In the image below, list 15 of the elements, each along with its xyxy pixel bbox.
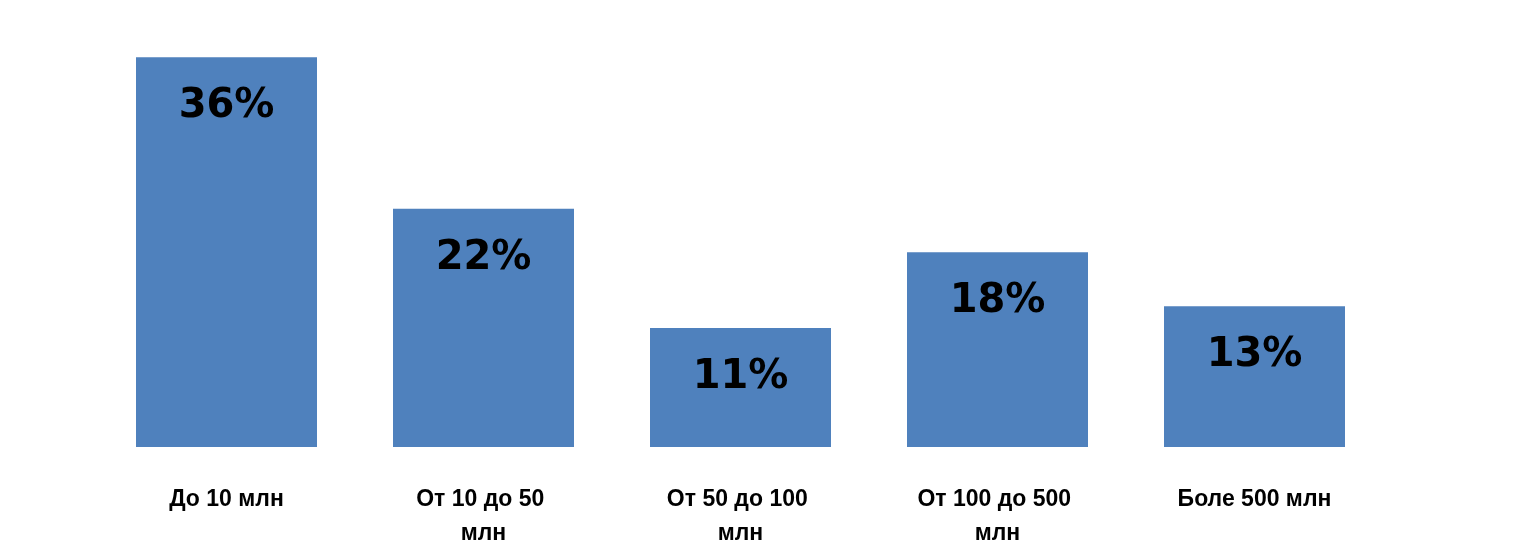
data-label: 13% <box>1206 329 1303 376</box>
bar <box>393 208 574 447</box>
data-label: 18% <box>949 275 1046 322</box>
data-label: 11% <box>692 350 789 397</box>
bar <box>136 57 317 447</box>
x-tick-label: От 100 до 500 млн <box>917 485 1078 545</box>
data-label: 36% <box>178 80 275 127</box>
data-label: 22% <box>435 231 532 278</box>
x-tick-label: От 10 до 50 млн <box>416 485 551 545</box>
x-tick-label: От 50 до 100 млн <box>666 485 815 545</box>
bar <box>650 327 831 447</box>
bar <box>1164 306 1345 447</box>
x-tick-label: Боле 500 млн <box>1177 485 1332 511</box>
x-tick-label: До 10 млн <box>169 485 284 511</box>
bar <box>907 252 1088 447</box>
